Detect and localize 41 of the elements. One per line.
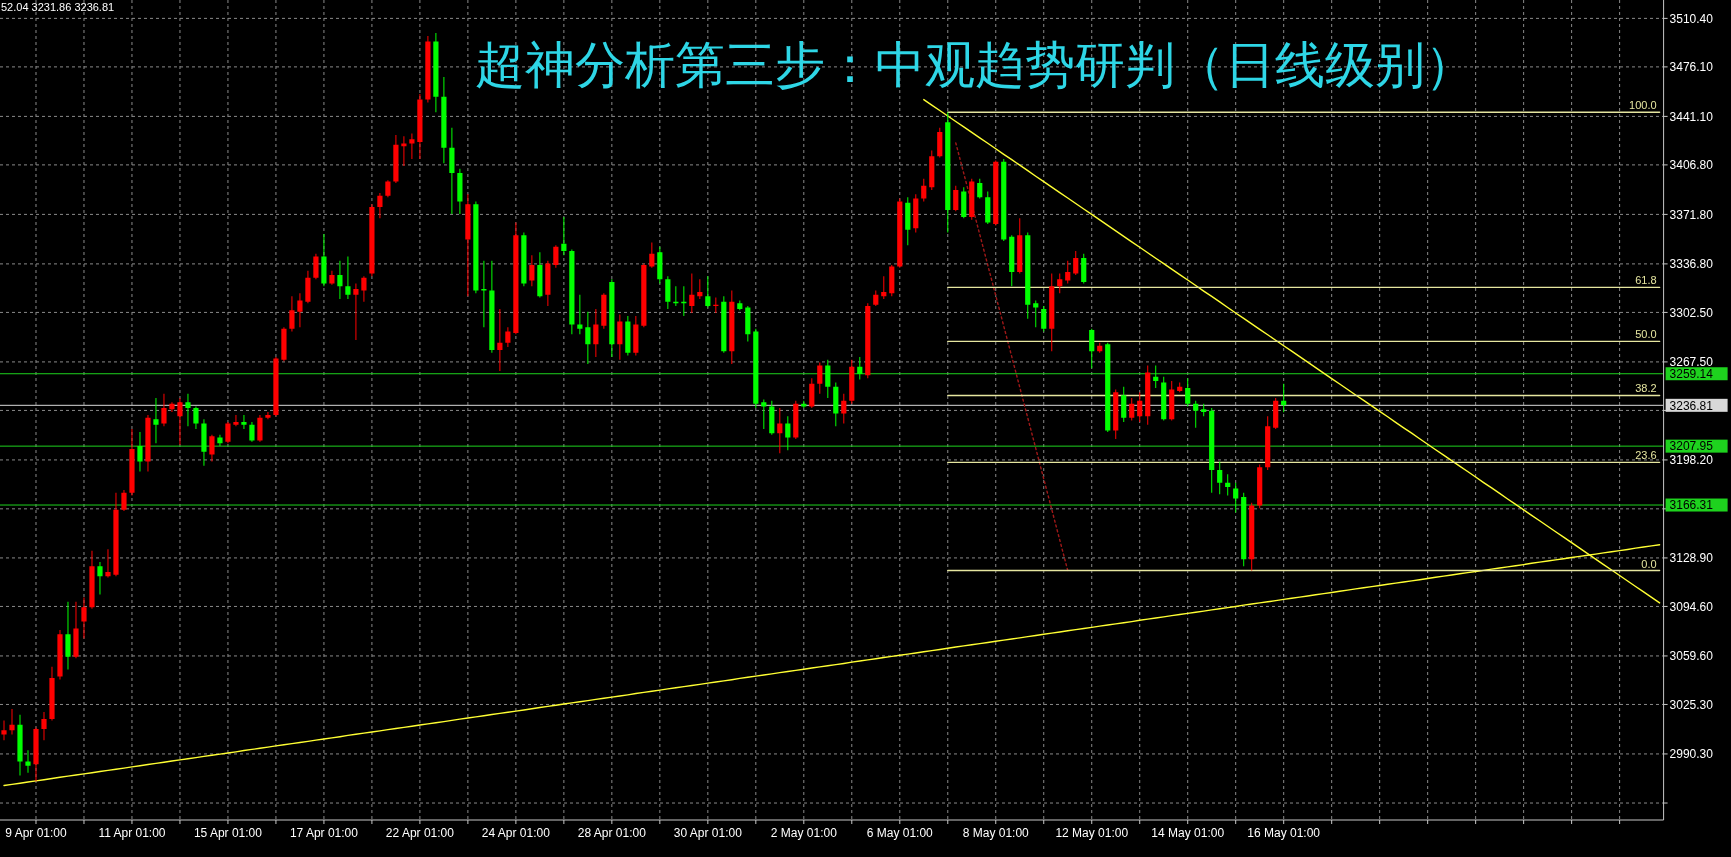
- y-tick-label: 2990.30: [1669, 747, 1713, 762]
- y-tick-label: 3094.60: [1669, 599, 1713, 614]
- y-tick-label: 3510.40: [1669, 11, 1713, 26]
- series-label: 61.8: [1635, 274, 1657, 287]
- x-tick-label: 30 Apr 01:00: [673, 826, 742, 840]
- y-tick-label: 3441.10: [1669, 109, 1713, 124]
- x-tick-label: 28 Apr 01:00: [577, 826, 646, 840]
- series-label: 38.2: [1635, 382, 1657, 395]
- x-tick-label: 14 May 01:00: [1151, 826, 1225, 840]
- y-tick-label: 3371.80: [1669, 207, 1713, 222]
- series-label: 100.0: [1629, 99, 1657, 112]
- y-tick-label: 3476.10: [1669, 60, 1713, 75]
- y-tick-label: 3128.90: [1669, 551, 1713, 566]
- y-tick-label: 3059.60: [1669, 649, 1713, 664]
- ref-line-label: 3236.81: [1669, 398, 1714, 413]
- x-tick-label: 24 Apr 01:00: [481, 826, 550, 840]
- series-label: 0.0: [1641, 557, 1657, 570]
- series-label: 23.6: [1635, 449, 1657, 462]
- x-tick-label: 22 Apr 01:00: [385, 826, 454, 840]
- y-tick-label: 3302.50: [1669, 305, 1713, 320]
- y-tick-label: 3406.80: [1669, 158, 1713, 173]
- title: 超神分析第三步：中观趋势研判（日线级别）: [475, 36, 1475, 94]
- x-tick-label: 9 Apr 01:00: [5, 826, 67, 840]
- x-tick-label: 15 Apr 01:00: [193, 826, 262, 840]
- x-tick-label: 2 May 01:00: [770, 826, 837, 840]
- annotation: 52.04 3231.86 3236.81: [1, 1, 115, 13]
- x-tick-label: 11 Apr 01:00: [98, 826, 166, 840]
- x-tick-label: 8 May 01:00: [962, 826, 1029, 840]
- y-tick-label: 3336.80: [1669, 257, 1713, 272]
- ref-line-label: 3259.14: [1669, 367, 1714, 382]
- y-tick-label: 3025.30: [1669, 697, 1713, 712]
- series-label: 50.0: [1635, 328, 1657, 341]
- ref-line-label: 3166.31: [1669, 498, 1714, 513]
- ref-line-label: 3259.14: [1665, 367, 1728, 382]
- y-tick-label: 3198.20: [1669, 453, 1713, 468]
- x-tick-label: 17 Apr 01:00: [289, 826, 358, 840]
- y-tick-label: 3267.50: [1669, 355, 1713, 370]
- x-tick-label: 6 May 01:00: [866, 826, 933, 840]
- x-tick-label: 16 May 01:00: [1247, 826, 1321, 840]
- x-tick-label: 12 May 01:00: [1055, 826, 1129, 840]
- ref-line-label: 3207.95: [1669, 439, 1714, 454]
